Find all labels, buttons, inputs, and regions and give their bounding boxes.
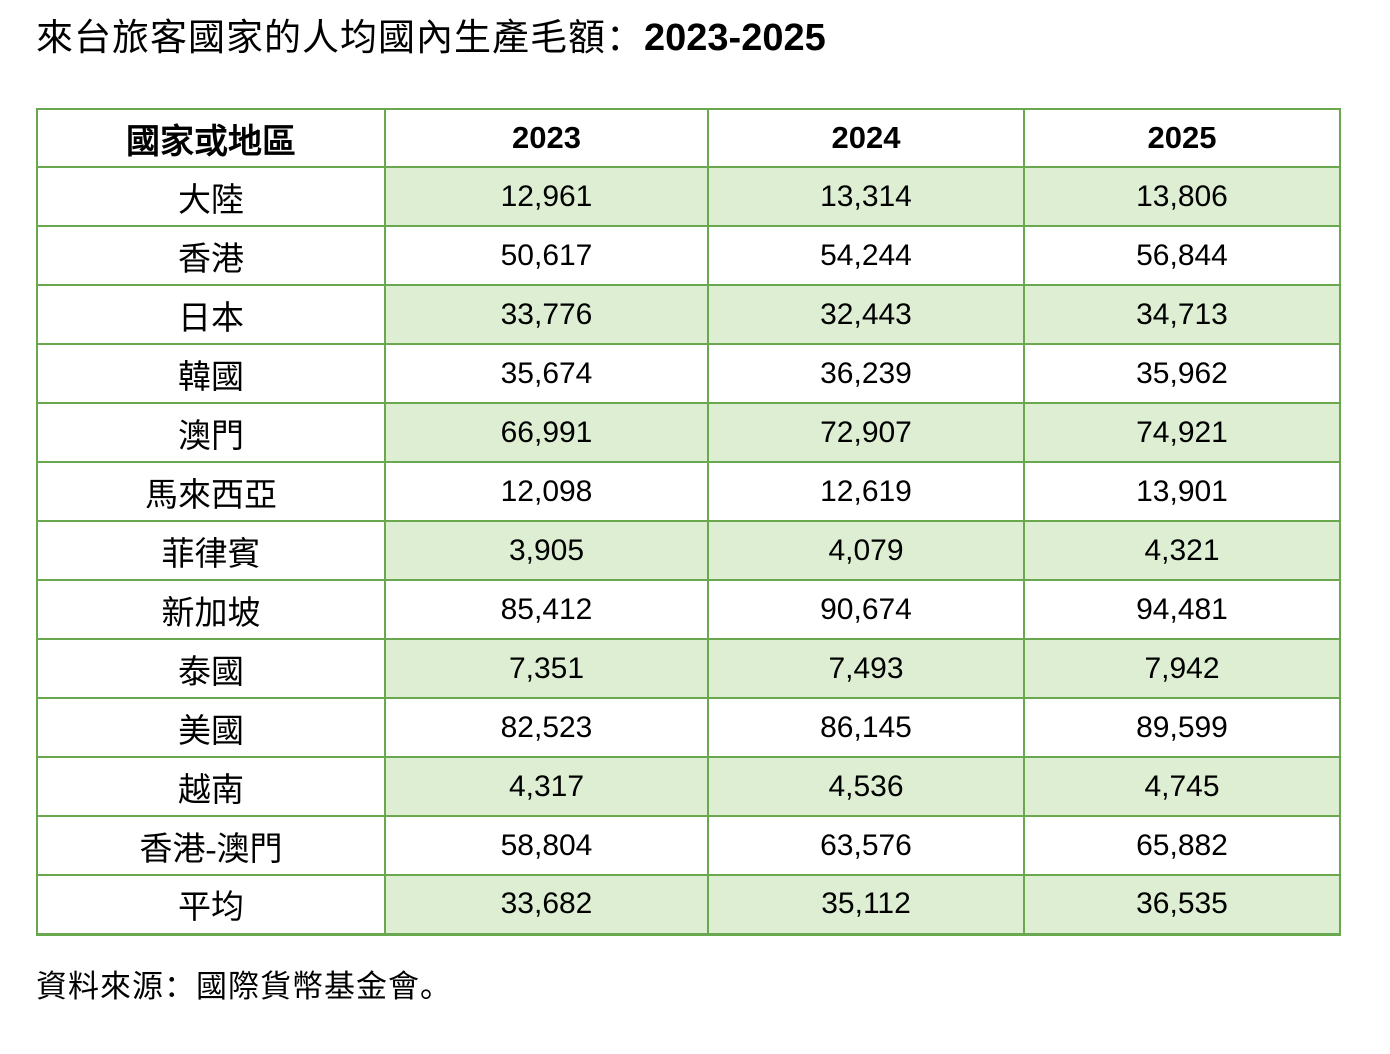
table-row: 新加坡 85,412 90,674 94,481	[36, 579, 1341, 640]
value-cell-2023: 12,961	[384, 166, 709, 227]
value-cell-2024: 72,907	[707, 402, 1025, 463]
table-row: 大陸 12,961 13,314 13,806	[36, 166, 1341, 227]
value-cell-2024: 12,619	[707, 461, 1025, 522]
source-note: 資料來源：國際貨幣基金會。	[36, 968, 452, 1004]
value-cell-2023: 4,317	[384, 756, 709, 817]
value-cell-2024: 86,145	[707, 697, 1025, 758]
value-cell-2023: 12,098	[384, 461, 709, 522]
region-cell: 馬來西亞	[36, 461, 386, 522]
value-cell-2024: 90,674	[707, 579, 1025, 640]
table-body: 大陸 12,961 13,314 13,806 香港 50,617 54,244 56,844…	[36, 166, 1341, 936]
value-cell-2025: 34,713	[1023, 284, 1341, 345]
value-cell-2024: 35,112	[707, 874, 1025, 936]
value-cell-2023: 66,991	[384, 402, 709, 463]
value-cell-2023: 82,523	[384, 697, 709, 758]
value-cell-2024: 7,493	[707, 638, 1025, 699]
value-cell-2024: 36,239	[707, 343, 1025, 404]
value-cell-2023: 3,905	[384, 520, 709, 581]
region-cell: 大陸	[36, 166, 386, 227]
table-row: 香港-澳門 58,804 63,576 65,882	[36, 815, 1341, 876]
region-cell: 泰國	[36, 638, 386, 699]
region-cell: 菲律賓	[36, 520, 386, 581]
region-cell: 平均	[36, 874, 386, 936]
table-row: 菲律賓 3,905 4,079 4,321	[36, 520, 1341, 581]
value-cell-2023: 58,804	[384, 815, 709, 876]
region-cell: 日本	[36, 284, 386, 345]
region-cell: 香港-澳門	[36, 815, 386, 876]
page-title-text: 來台旅客國家的人均國內生產毛額：	[36, 18, 644, 59]
table-row: 越南 4,317 4,536 4,745	[36, 756, 1341, 817]
value-cell-2025: 36,535	[1023, 874, 1341, 936]
value-cell-2023: 85,412	[384, 579, 709, 640]
table-row: 馬來西亞 12,098 12,619 13,901	[36, 461, 1341, 522]
value-cell-2025: 35,962	[1023, 343, 1341, 404]
value-cell-2024: 4,079	[707, 520, 1025, 581]
value-cell-2025: 56,844	[1023, 225, 1341, 286]
value-cell-2025: 65,882	[1023, 815, 1341, 876]
value-cell-2023: 33,776	[384, 284, 709, 345]
value-cell-2023: 50,617	[384, 225, 709, 286]
page-title-years: 2023-2025	[644, 17, 826, 59]
region-cell: 美國	[36, 697, 386, 758]
value-cell-2025: 74,921	[1023, 402, 1341, 463]
region-cell: 韓國	[36, 343, 386, 404]
table-row: 澳門 66,991 72,907 74,921	[36, 402, 1341, 463]
value-cell-2023: 33,682	[384, 874, 709, 936]
value-cell-2025: 13,806	[1023, 166, 1341, 227]
value-cell-2025: 94,481	[1023, 579, 1341, 640]
value-cell-2025: 89,599	[1023, 697, 1341, 758]
column-header-year-2024: 2024	[707, 108, 1025, 168]
value-cell-2024: 54,244	[707, 225, 1025, 286]
region-cell: 越南	[36, 756, 386, 817]
value-cell-2025: 4,321	[1023, 520, 1341, 581]
value-cell-2025: 4,745	[1023, 756, 1341, 817]
table-row: 平均 33,682 35,112 36,535	[36, 874, 1341, 936]
table-row: 美國 82,523 86,145 89,599	[36, 697, 1341, 758]
value-cell-2024: 13,314	[707, 166, 1025, 227]
region-cell: 澳門	[36, 402, 386, 463]
value-cell-2024: 63,576	[707, 815, 1025, 876]
page-title: 來台旅客國家的人均國內生產毛額：2023-2025	[36, 12, 1390, 65]
table-row: 香港 50,617 54,244 56,844	[36, 225, 1341, 286]
value-cell-2023: 7,351	[384, 638, 709, 699]
document-page: 來台旅客國家的人均國內生產毛額：2023-2025 國家或地區 2023 2024 2…	[36, 12, 1390, 1004]
column-header-region: 國家或地區	[36, 108, 386, 168]
value-cell-2024: 4,536	[707, 756, 1025, 817]
table-header-row: 國家或地區 2023 2024 2025	[36, 108, 1341, 168]
value-cell-2023: 35,674	[384, 343, 709, 404]
region-cell: 香港	[36, 225, 386, 286]
gdp-table: 國家或地區 2023 2024 2025 大陸 12,961 13,314 13,806 香港…	[36, 108, 1341, 936]
column-header-year-2025: 2025	[1023, 108, 1341, 168]
column-header-year-2023: 2023	[384, 108, 709, 168]
value-cell-2024: 32,443	[707, 284, 1025, 345]
region-cell: 新加坡	[36, 579, 386, 640]
table-row: 日本 33,776 32,443 34,713	[36, 284, 1341, 345]
table-row: 韓國 35,674 36,239 35,962	[36, 343, 1341, 404]
value-cell-2025: 13,901	[1023, 461, 1341, 522]
value-cell-2025: 7,942	[1023, 638, 1341, 699]
table-row: 泰國 7,351 7,493 7,942	[36, 638, 1341, 699]
